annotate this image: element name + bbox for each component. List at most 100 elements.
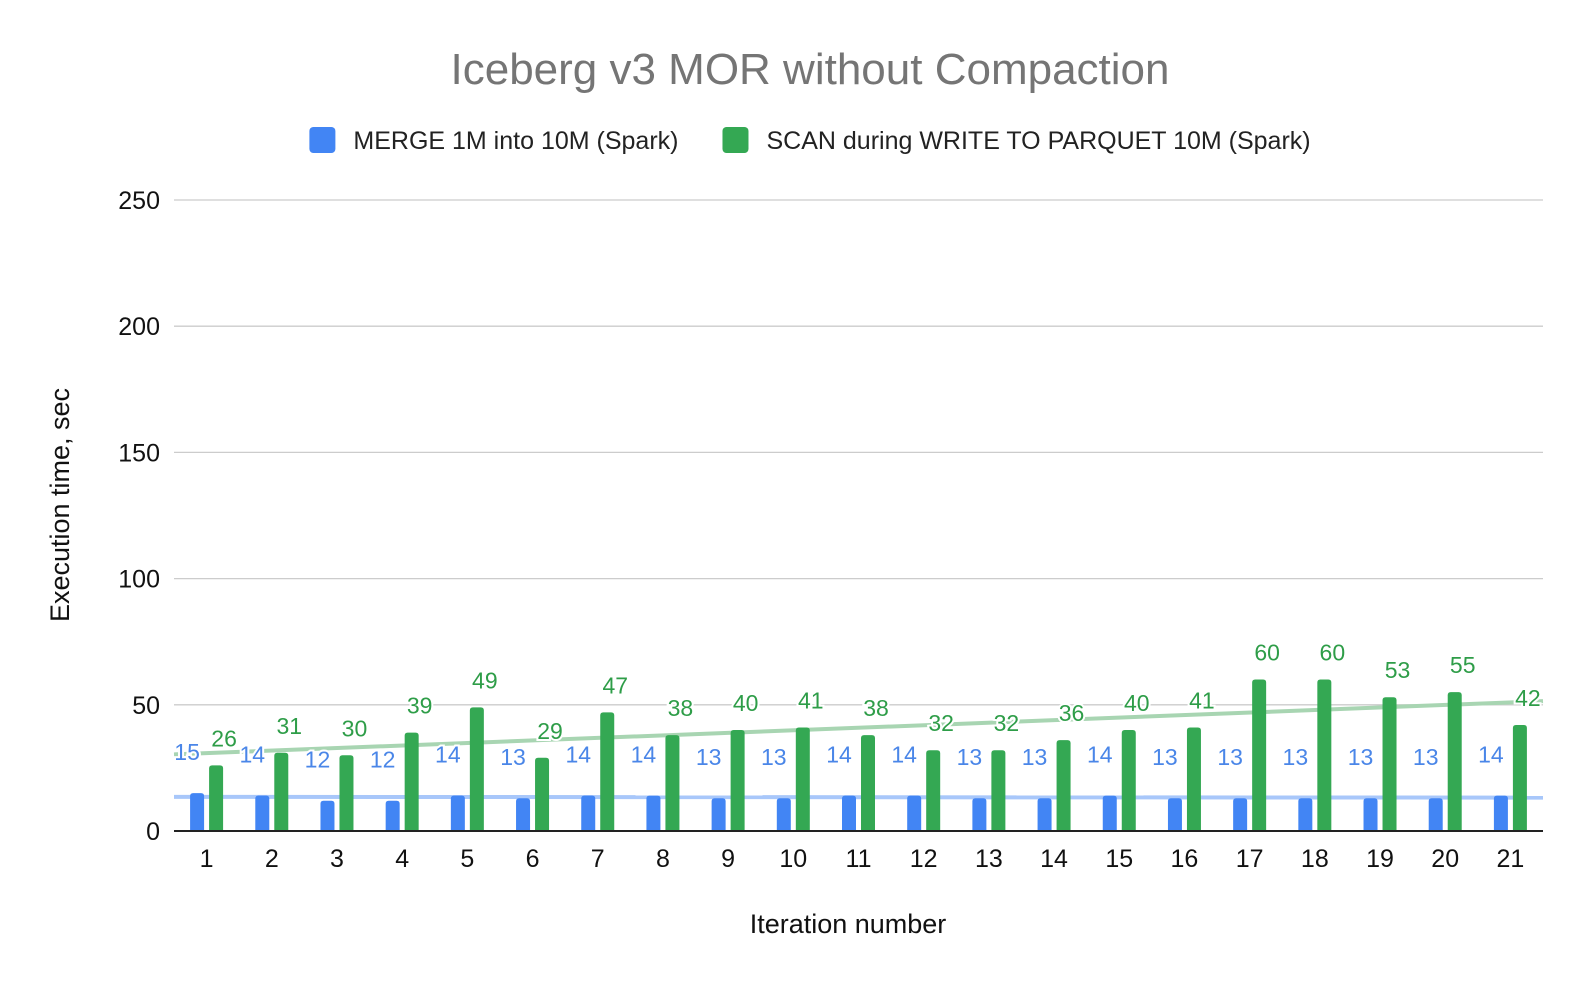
x-tick-label: 16	[1171, 845, 1199, 873]
x-tick-label: 13	[975, 845, 1003, 873]
bar-series-1	[907, 795, 922, 831]
data-labels: 1526143112301239144913291447143813401341…	[172, 638, 1542, 775]
data-label-series-1: 14	[1478, 742, 1504, 768]
y-tick-label: 50	[132, 692, 160, 720]
data-label-series-2: 36	[1059, 700, 1085, 726]
data-label-series-1: 13	[761, 744, 787, 770]
data-label-series-2: 38	[668, 695, 694, 721]
data-label-series-1: 13	[957, 744, 983, 770]
data-label-series-1: 14	[239, 742, 265, 768]
data-label-series-2: 40	[1124, 690, 1150, 716]
data-label-series-1: 12	[370, 747, 396, 773]
bar-series-2	[404, 732, 419, 831]
bar-series-2	[1317, 679, 1332, 831]
bar-series-1	[1363, 798, 1378, 831]
data-label-series-2: 30	[342, 715, 368, 741]
data-label-series-1: 13	[1217, 744, 1243, 770]
x-tick-label: 2	[265, 845, 279, 873]
data-label-series-2: 26	[211, 725, 237, 751]
bar-series-1	[1233, 798, 1248, 831]
data-label-series-1: 12	[305, 747, 331, 773]
bar-series-1	[581, 795, 596, 831]
bars	[190, 679, 1527, 831]
bar-series-2	[795, 727, 810, 831]
bar-series-1	[320, 800, 335, 831]
bar-series-2	[1252, 679, 1267, 831]
bar-series-1	[516, 798, 531, 831]
bar-series-2	[1447, 692, 1462, 831]
x-tick-label: 7	[591, 845, 605, 873]
bar-series-1	[1428, 798, 1443, 831]
bar-series-2	[991, 750, 1006, 831]
bar-series-2	[730, 730, 745, 831]
data-label-series-1: 14	[631, 742, 657, 768]
trendline-series-2	[173, 699, 1544, 757]
y-tick-label: 100	[118, 566, 160, 594]
bar-series-1	[776, 798, 791, 831]
bar-series-2	[665, 735, 680, 831]
bar-series-1	[646, 795, 661, 831]
data-label-series-2: 29	[537, 718, 563, 744]
data-label-series-1: 14	[891, 742, 917, 768]
data-label-series-1: 14	[826, 742, 852, 768]
x-axis-title: Iteration number	[750, 909, 947, 939]
x-axis-ticks: 1 2 3 4 5 6 7 8 9 10 11 12 13 14 15 16 17 18 19 20 21	[200, 845, 1525, 873]
bar-series-2	[339, 755, 354, 831]
bar-series-2	[861, 735, 875, 831]
legend-swatch-series-1	[309, 127, 336, 153]
bar-series-2	[535, 757, 550, 831]
bar-series-1	[1037, 798, 1052, 831]
data-label-series-2: 39	[407, 693, 433, 719]
data-label-series-2: 49	[472, 667, 498, 693]
bar-series-2	[600, 712, 615, 831]
data-label-series-1: 13	[500, 744, 526, 770]
bar-series-1	[1493, 795, 1508, 831]
x-tick-label: 11	[846, 845, 872, 873]
bar-series-2	[469, 707, 484, 831]
legend: MERGE 1M into 10M (Spark) SCAN during WRI…	[309, 127, 1311, 155]
data-label-series-1: 15	[174, 739, 200, 765]
data-label-series-1: 13	[1348, 744, 1374, 770]
x-tick-label: 18	[1301, 845, 1329, 873]
y-tick-label: 150	[118, 439, 160, 467]
data-label-series-1: 13	[1022, 744, 1048, 770]
data-label-series-1: 14	[565, 742, 591, 768]
gridlines	[174, 199, 1543, 706]
bar-series-2	[1056, 740, 1071, 831]
y-axis-ticks: 0 50 100 150 200 250	[118, 187, 160, 846]
bar-series-2	[274, 752, 289, 831]
y-axis-title: Execution time, sec	[45, 388, 75, 622]
data-label-series-2: 60	[1320, 640, 1346, 666]
x-tick-label: 10	[779, 845, 807, 873]
chart-title: Iceberg v3 MOR without Compaction	[451, 45, 1170, 94]
x-tick-label: 3	[330, 845, 344, 873]
data-label-series-2: 41	[1189, 688, 1215, 714]
legend-label-series-1: MERGE 1M into 10M (Spark)	[353, 127, 678, 155]
x-tick-label: 6	[526, 845, 540, 873]
legend-swatch-series-2	[722, 127, 749, 153]
data-label-series-1: 14	[435, 742, 461, 768]
data-label-series-1: 14	[1087, 742, 1113, 768]
x-tick-label: 17	[1236, 845, 1264, 873]
legend-label-series-2: SCAN during WRITE TO PARQUET 10M (Spark)	[766, 127, 1310, 155]
data-label-series-1: 13	[1152, 744, 1178, 770]
data-label-series-2: 32	[994, 710, 1020, 736]
trendline-series-1	[173, 794, 1544, 800]
x-tick-label: 9	[721, 845, 735, 873]
data-label-series-2: 38	[863, 695, 889, 721]
data-label-series-2: 53	[1385, 657, 1411, 683]
y-tick-label: 250	[118, 187, 160, 215]
x-tick-label: 1	[200, 845, 214, 873]
bar-series-1	[450, 795, 465, 831]
trendlines	[173, 699, 1544, 800]
x-tick-label: 15	[1105, 845, 1133, 873]
x-tick-label: 20	[1431, 845, 1459, 873]
bar-series-1	[255, 795, 270, 831]
data-label-series-1: 13	[1413, 744, 1439, 770]
data-label-series-2: 55	[1450, 652, 1476, 678]
x-tick-label: 5	[460, 845, 474, 873]
x-tick-label: 19	[1366, 845, 1394, 873]
bar-series-2	[209, 765, 224, 831]
bar-series-2	[1121, 730, 1136, 831]
